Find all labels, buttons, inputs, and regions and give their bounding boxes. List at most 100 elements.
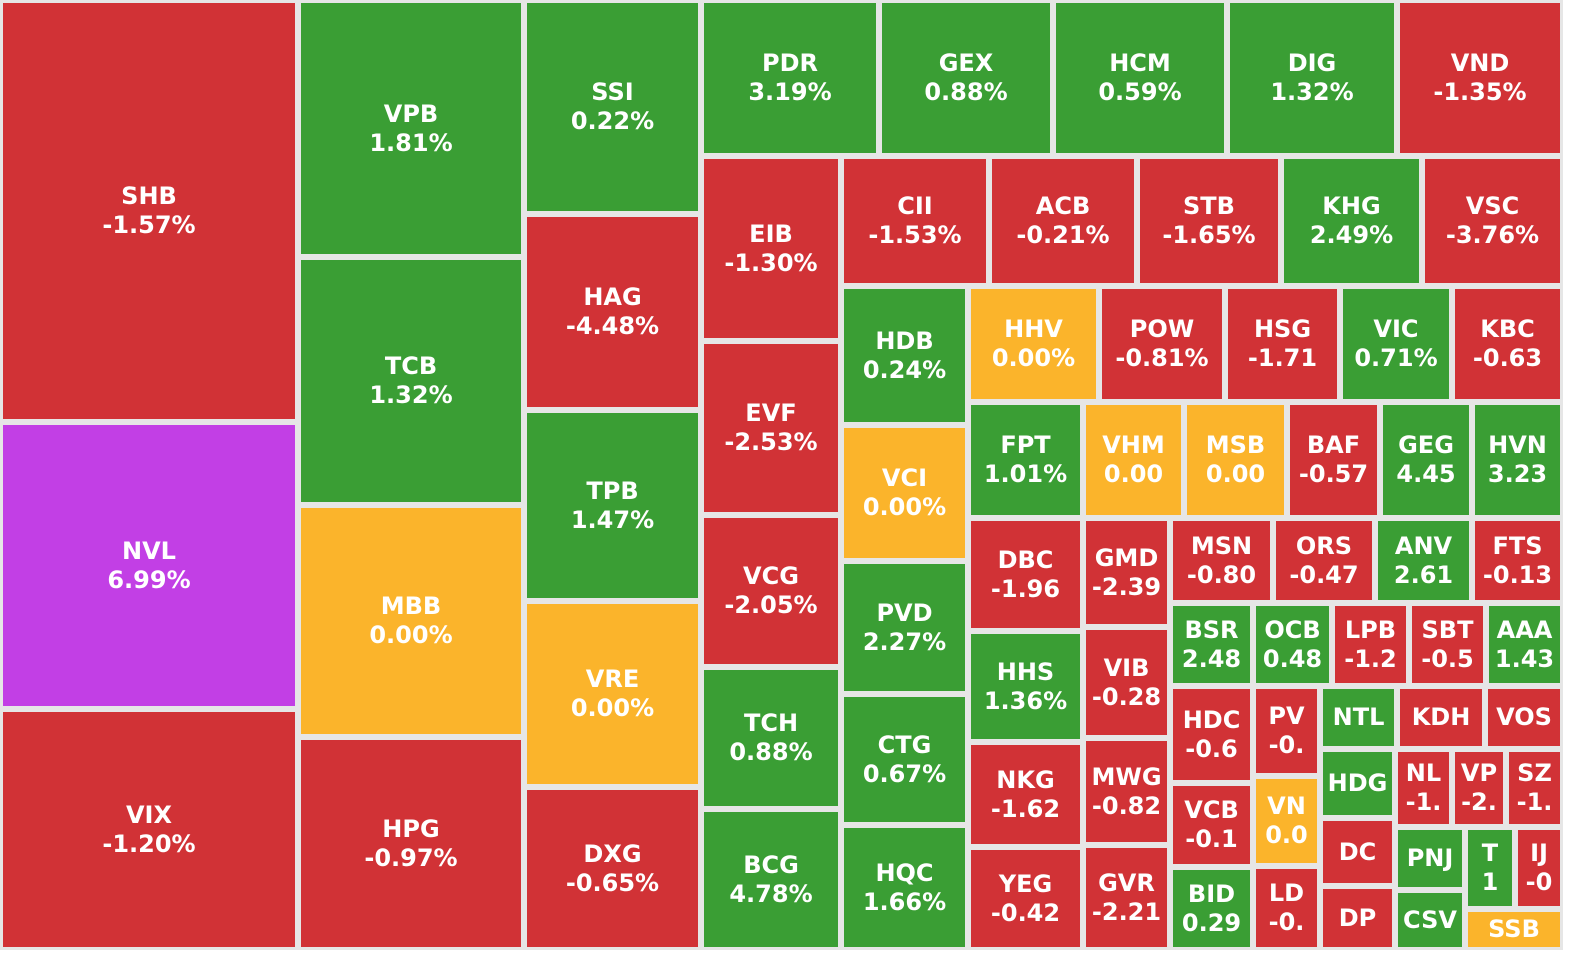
tile-baf[interactable]: BAF -0.57: [1287, 402, 1380, 518]
tile-vci[interactable]: VCI 0.00%: [841, 425, 968, 561]
tile-pvd[interactable]: PVD 2.27%: [841, 561, 968, 694]
tile-nvl[interactable]: NVL 6.99%: [0, 422, 298, 709]
tile-bcg[interactable]: BCG 4.78%: [701, 809, 841, 950]
tile-label: BCG 4.78%: [729, 851, 812, 909]
tile-label: HPG -0.97%: [364, 815, 457, 873]
tile-ctg[interactable]: CTG 0.67%: [841, 694, 968, 825]
tile-vix[interactable]: VIX -1.20%: [0, 709, 298, 950]
tile-ticker: VP: [1460, 759, 1498, 788]
tile-hqc[interactable]: HQC 1.66%: [841, 825, 968, 950]
tile-change: -1.20%: [102, 829, 196, 858]
tile-hpg[interactable]: HPG -0.97%: [298, 737, 524, 950]
tile-lpb[interactable]: LPB -1.2: [1332, 603, 1409, 686]
tile-ocb[interactable]: OCB 0.48: [1253, 603, 1332, 686]
tile-ssb[interactable]: SSB: [1465, 909, 1563, 950]
tile-vic[interactable]: VIC 0.71%: [1340, 286, 1452, 402]
tile-shb[interactable]: SHB -1.57%: [0, 0, 298, 422]
tile-label: PDR 3.19%: [748, 49, 831, 107]
tile-hhv[interactable]: HHV 0.00%: [968, 286, 1099, 402]
tile-vn[interactable]: VN 0.0: [1253, 776, 1320, 866]
tile-hhs[interactable]: HHS 1.36%: [968, 631, 1083, 742]
tile-yeg[interactable]: YEG -0.42: [968, 847, 1083, 950]
tile-ticker: BSR: [1184, 615, 1239, 644]
tile-ticker: ORS: [1295, 531, 1353, 560]
tile-change: 3.19%: [748, 78, 832, 106]
tile-dc[interactable]: DC: [1320, 818, 1395, 886]
tile-dp[interactable]: DP: [1320, 886, 1395, 950]
tile-vcg[interactable]: VCG -2.05%: [701, 515, 841, 667]
tile-label: FTS -0.13: [1483, 532, 1552, 590]
tile-nkg[interactable]: NKG -1.62: [968, 742, 1083, 847]
tile-gmd[interactable]: GMD -2.39: [1083, 518, 1170, 627]
tile-vre[interactable]: VRE 0.00%: [524, 601, 701, 787]
tile-dbc[interactable]: DBC -1.96: [968, 518, 1083, 631]
tile-hsg[interactable]: HSG -1.71: [1225, 286, 1340, 402]
tile-sbt[interactable]: SBT -0.5: [1409, 603, 1486, 686]
tile-label: HDC -0.6: [1183, 706, 1241, 764]
tile-pv[interactable]: PV -0.: [1253, 686, 1320, 776]
tile-aaa[interactable]: AAA 1.43: [1486, 603, 1563, 686]
tile-fts[interactable]: FTS -0.13: [1472, 518, 1563, 603]
tile-vcb[interactable]: VCB -0.1: [1170, 783, 1253, 867]
tile-mwg[interactable]: MWG -0.82: [1083, 738, 1170, 845]
tile-ssi[interactable]: SSI 0.22%: [524, 0, 701, 214]
tile-sz[interactable]: SZ -1.: [1506, 749, 1563, 827]
tile-geg[interactable]: GEG 4.45: [1380, 402, 1472, 518]
tile-ld[interactable]: LD -0.: [1253, 866, 1320, 950]
tile-ntl[interactable]: NTL: [1320, 686, 1397, 749]
tile-cii[interactable]: CII -1.53%: [841, 156, 989, 286]
tile-vpb[interactable]: VPB 1.81%: [298, 0, 524, 257]
tile-ticker: NKG: [996, 765, 1055, 794]
tile-khg[interactable]: KHG 2.49%: [1281, 156, 1422, 286]
tile-ij[interactable]: IJ -0: [1515, 827, 1563, 909]
tile-gex[interactable]: GEX 0.88%: [879, 0, 1053, 156]
tile-tch[interactable]: TCH 0.88%: [701, 667, 841, 809]
tile-tpb[interactable]: TPB 1.47%: [524, 410, 701, 601]
tile-change: 0.00%: [570, 694, 655, 722]
tile-vhm[interactable]: VHM 0.00: [1083, 402, 1184, 518]
tile-evf[interactable]: EVF -2.53%: [701, 341, 841, 515]
tile-change: -1.96: [990, 574, 1061, 603]
tile-hdg[interactable]: HDG: [1320, 749, 1395, 818]
tile-vp[interactable]: VP -2.: [1452, 749, 1506, 827]
tile-pow[interactable]: POW -0.81%: [1099, 286, 1225, 402]
tile-vib[interactable]: VIB -0.28: [1083, 627, 1170, 738]
tile-bsr[interactable]: BSR 2.48: [1170, 603, 1253, 686]
tile-acb[interactable]: ACB -0.21%: [989, 156, 1137, 286]
tile-dxg[interactable]: DXG -0.65%: [524, 787, 701, 950]
tile-bid[interactable]: BID 0.29: [1170, 867, 1253, 950]
tile-kbc[interactable]: KBC -0.63: [1452, 286, 1563, 402]
tile-pdr[interactable]: PDR 3.19%: [701, 0, 879, 156]
tile-vnd[interactable]: VND -1.35%: [1397, 0, 1563, 156]
tile-ticker: DBC: [997, 545, 1054, 574]
tile-hdc[interactable]: HDC -0.6: [1170, 686, 1253, 783]
tile-nl[interactable]: NL -1.: [1395, 749, 1452, 827]
tile-eib[interactable]: EIB -1.30%: [701, 156, 841, 341]
tile-ticker: SHB: [121, 182, 177, 211]
tile-change: -1.2: [1344, 644, 1397, 673]
tile-csv[interactable]: CSV: [1395, 890, 1465, 950]
tile-pnj[interactable]: PNJ: [1395, 827, 1465, 890]
tile-gvr[interactable]: GVR -2.21: [1083, 845, 1170, 950]
tile-ors[interactable]: ORS -0.47: [1273, 518, 1375, 603]
tile-dig[interactable]: DIG 1.32%: [1227, 0, 1397, 156]
tile-ticker: VOS: [1496, 703, 1552, 732]
tile-mbb[interactable]: MBB 0.00%: [298, 505, 524, 737]
tile-hag[interactable]: HAG -4.48%: [524, 214, 701, 410]
tile-hcm[interactable]: HCM 0.59%: [1053, 0, 1227, 156]
tile-kdh[interactable]: KDH: [1397, 686, 1485, 749]
tile-anv[interactable]: ANV 2.61: [1375, 518, 1472, 603]
tile-msb[interactable]: MSB 0.00: [1184, 402, 1287, 518]
tile-vsc[interactable]: VSC -3.76%: [1422, 156, 1563, 286]
tile-stb[interactable]: STB -1.65%: [1137, 156, 1281, 286]
tile-hvn[interactable]: HVN 3.23: [1472, 402, 1563, 518]
tile-label: HAG -4.48%: [566, 283, 659, 341]
tile-vos[interactable]: VOS: [1485, 686, 1563, 749]
tile-label: SZ -1.: [1517, 759, 1553, 817]
tile-change: 2.61: [1393, 560, 1454, 589]
tile-msn[interactable]: MSN -0.80: [1170, 518, 1273, 603]
tile-tcb[interactable]: TCB 1.32%: [298, 257, 524, 505]
tile-fpt[interactable]: FPT 1.01%: [968, 402, 1083, 518]
tile-hdb[interactable]: HDB 0.24%: [841, 286, 968, 425]
